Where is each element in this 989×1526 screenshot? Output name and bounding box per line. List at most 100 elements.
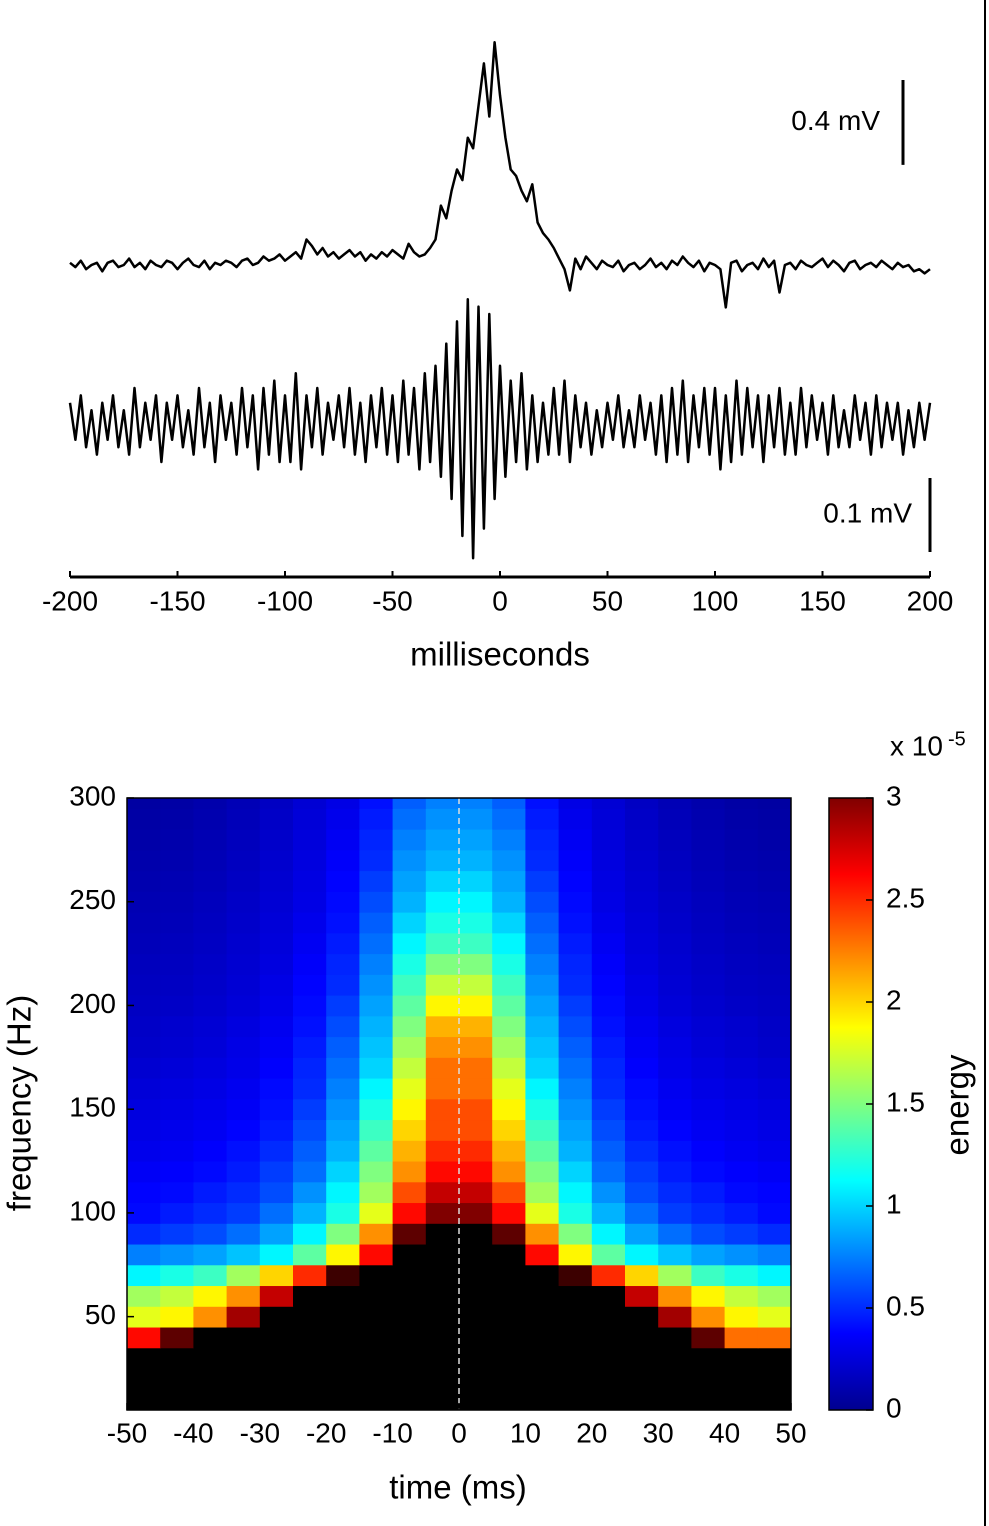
heatmap-cell (492, 1389, 526, 1411)
heatmap-cell (326, 1140, 360, 1162)
heatmap-cell (127, 1078, 161, 1100)
heatmap-cell (359, 849, 394, 872)
heatmap-cell (127, 932, 161, 955)
heatmap-cell (625, 1078, 659, 1100)
heatmap-cell (492, 1057, 526, 1079)
x-tick-label: 0 (492, 585, 508, 616)
heatmap-cell (591, 798, 626, 809)
heatmap-cell (259, 1223, 294, 1245)
heatmap-cell (558, 1057, 593, 1079)
heatmap-cell (525, 870, 560, 892)
heatmap-cell (226, 1161, 261, 1183)
heatmap-cell (724, 1327, 759, 1349)
heatmap-cell (724, 995, 759, 1017)
heatmap-cell (724, 1244, 759, 1266)
heatmap-cell (658, 1202, 692, 1224)
heatmap-cell (757, 1244, 792, 1266)
heatmap-cell (259, 1306, 294, 1328)
x-axis-label: time (ms) (389, 1469, 526, 1506)
heatmap-cell (691, 1181, 726, 1204)
heatmap-cell (558, 1327, 593, 1349)
heatmap-cell (259, 1389, 294, 1411)
heatmap-cell (425, 1264, 460, 1287)
x-axis-label: milliseconds (410, 636, 590, 673)
heatmap-cell (160, 1036, 194, 1058)
heatmap-cell (625, 1015, 659, 1038)
heatmap-cell (492, 1368, 526, 1390)
heatmap-cell (193, 808, 228, 830)
heatmap-cell (492, 808, 526, 830)
heatmap-cell (359, 1244, 394, 1266)
heatmap-cell (259, 891, 294, 913)
heatmap-cell (724, 1285, 759, 1307)
heatmap-cell (392, 798, 427, 809)
heatmap-cell (658, 829, 692, 851)
heatmap-cell (757, 1181, 792, 1204)
heatmap-cell (724, 1181, 759, 1204)
heatmap-cell (392, 1306, 427, 1328)
x-tick-label: -40 (173, 1417, 213, 1448)
heatmap-cell (293, 1098, 327, 1121)
heatmap-cell (658, 1015, 692, 1038)
x-tick-label: 40 (709, 1417, 740, 1448)
heatmap-cell (658, 1306, 692, 1328)
heatmap-cell (459, 1057, 493, 1079)
heatmap-cell (591, 870, 626, 892)
heatmap-cell (625, 1327, 659, 1349)
heatmap-cell (492, 1244, 526, 1266)
heatmap-cell (658, 798, 692, 809)
heatmap-cell (259, 798, 294, 809)
heatmap-cell (525, 1036, 560, 1058)
heatmap-cell (425, 870, 460, 892)
heatmap-cell (558, 1078, 593, 1100)
heatmap-cell (160, 829, 194, 851)
heatmap-cell (293, 1306, 327, 1328)
heatmap-cell (392, 829, 427, 851)
heatmap-cell (492, 891, 526, 913)
heatmap-cell (259, 1285, 294, 1307)
heatmap-cell (459, 1244, 493, 1266)
heatmap-cell (193, 849, 228, 872)
heatmap-cell (492, 1161, 526, 1183)
heatmap-cell (326, 953, 360, 975)
heatmap-cell (226, 1327, 261, 1349)
heatmap-cell (193, 1223, 228, 1245)
heatmap-cell (326, 1036, 360, 1058)
heatmap-cell (757, 932, 792, 955)
heatmap-cell (625, 1161, 659, 1183)
heatmap-cell (293, 1264, 327, 1287)
x-tick-label: -150 (149, 585, 205, 616)
heatmap-cell (293, 1036, 327, 1058)
heatmap-cell (193, 1140, 228, 1162)
heatmap-cell (658, 1036, 692, 1058)
heatmap-cell (757, 1015, 792, 1038)
heatmap-cell (293, 953, 327, 975)
heatmap-cell (691, 891, 726, 913)
heatmap-cell (259, 1036, 294, 1058)
heatmap-cell (625, 1202, 659, 1224)
heatmap-cell (226, 974, 261, 996)
heatmap-cell (558, 912, 593, 934)
heatmap-cell (326, 1347, 360, 1370)
heatmap-cell (658, 912, 692, 934)
heatmap-cell (591, 1389, 626, 1411)
y-tick-label: 150 (69, 1092, 116, 1123)
heatmap-cell (193, 1036, 228, 1058)
heatmap-cell (724, 1202, 759, 1224)
heatmap-cell (226, 808, 261, 830)
heatmap-cell (724, 1140, 759, 1162)
heatmap-cell (359, 1161, 394, 1183)
heatmap-cell (293, 1347, 327, 1370)
heatmap-cell (193, 829, 228, 851)
heatmap-cell (625, 798, 659, 809)
heatmap-cell (558, 829, 593, 851)
heatmap-cell (226, 1202, 261, 1224)
heatmap-cell (691, 1098, 726, 1121)
heatmap-cell (359, 912, 394, 934)
heatmap-cell (127, 829, 161, 851)
heatmap-cell (459, 1368, 493, 1390)
colorbar-multiplier: x 10 (890, 730, 943, 761)
heatmap-cell (326, 1098, 360, 1121)
heatmap-cell (492, 1078, 526, 1100)
heatmap-cell (724, 1015, 759, 1038)
